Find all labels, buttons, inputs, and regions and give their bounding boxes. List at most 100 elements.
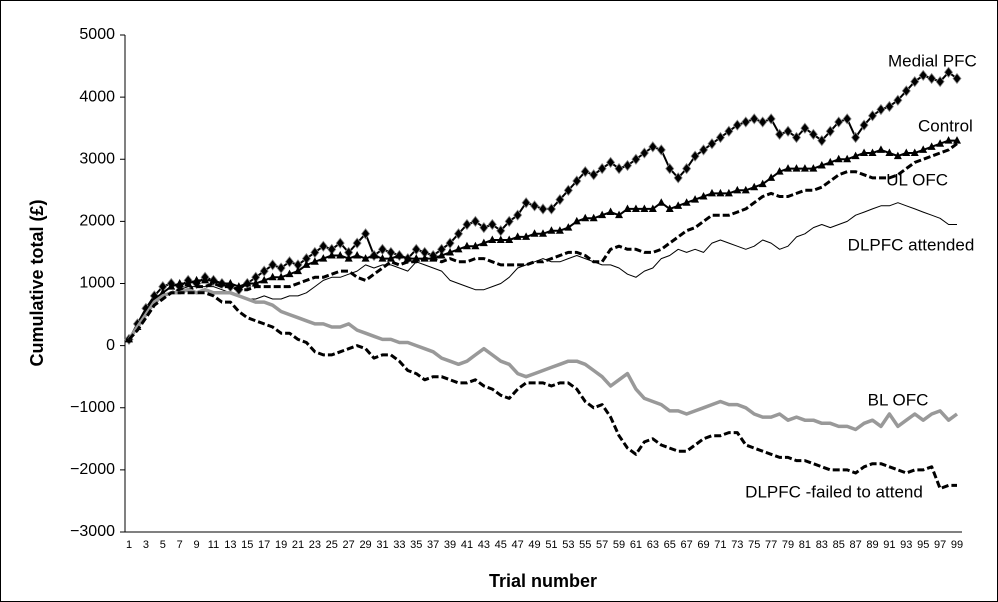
y-tick-label: −2000 [70, 461, 115, 478]
marker [792, 164, 801, 172]
marker [504, 215, 514, 228]
marker [690, 150, 700, 162]
marker [522, 232, 531, 240]
marker [716, 188, 725, 197]
marker [192, 275, 201, 284]
marker [834, 154, 843, 163]
x-tick-label: 91 [883, 539, 895, 551]
x-tick-label: 13 [224, 539, 236, 551]
marker [361, 254, 370, 262]
marker [546, 203, 556, 215]
x-tick-label: 15 [241, 539, 253, 551]
marker [927, 142, 936, 150]
marker [673, 172, 683, 184]
marker [936, 139, 945, 147]
marker [741, 185, 750, 194]
x-tick-label: 1 [126, 539, 132, 551]
marker [851, 151, 860, 160]
marker [572, 175, 582, 187]
marker [403, 254, 412, 262]
x-tick-label: 71 [714, 539, 726, 551]
marker [446, 247, 455, 256]
marker [310, 257, 319, 265]
marker [352, 237, 362, 249]
marker [724, 188, 733, 197]
x-tick-label: 93 [900, 539, 912, 551]
marker [623, 204, 632, 212]
marker [479, 221, 489, 234]
marker [707, 138, 717, 150]
marker [370, 251, 379, 259]
x-tick-label: 57 [596, 539, 608, 551]
x-axis-title: Trial number [489, 571, 597, 591]
x-tick-label: 95 [917, 539, 929, 551]
marker [851, 131, 861, 144]
marker [707, 188, 716, 197]
marker [893, 94, 903, 106]
series-line [127, 287, 959, 432]
marker [859, 119, 869, 131]
marker [581, 213, 590, 222]
marker [953, 136, 961, 144]
marker [563, 184, 573, 196]
marker [640, 204, 649, 212]
marker [277, 272, 286, 281]
marker [758, 179, 767, 188]
marker [589, 213, 598, 222]
marker [318, 240, 328, 252]
x-tick-label: 11 [208, 539, 219, 551]
marker [665, 204, 674, 212]
marker [479, 238, 488, 247]
marker [826, 157, 835, 166]
x-tick-label: 31 [376, 539, 388, 551]
x-tick-label: 37 [427, 539, 439, 551]
marker [454, 244, 463, 253]
x-tick-label: 21 [292, 539, 304, 551]
marker [944, 66, 954, 78]
x-tick-label: 87 [849, 539, 861, 551]
marker [682, 198, 691, 206]
marker [293, 266, 302, 275]
y-tick-label: 2000 [79, 213, 115, 230]
marker [657, 198, 666, 206]
marker [631, 153, 641, 165]
y-tick-label: 1000 [79, 275, 115, 292]
x-tick-label: 35 [410, 539, 422, 551]
x-tick-label: 7 [177, 539, 183, 551]
marker [547, 226, 556, 234]
marker [302, 260, 311, 268]
marker [648, 141, 658, 153]
marker [530, 200, 540, 212]
marker [521, 197, 531, 209]
series-line [128, 202, 957, 340]
marker [749, 113, 759, 125]
marker [513, 232, 522, 240]
marker [589, 169, 599, 181]
marker [817, 160, 826, 169]
x-tick-label: 79 [782, 539, 794, 551]
marker [538, 203, 548, 215]
marker [412, 254, 421, 262]
x-tick-label: 51 [545, 539, 557, 551]
marker [952, 72, 962, 85]
x-tick-label: 81 [799, 539, 811, 551]
series-label: DLPFC attended [848, 235, 975, 254]
x-tick-label: 99 [951, 539, 963, 551]
marker [732, 119, 742, 131]
marker [842, 113, 852, 125]
x-tick-label: 47 [512, 539, 524, 551]
marker [327, 251, 336, 259]
marker [530, 229, 539, 237]
marker [944, 136, 953, 144]
marker [470, 215, 480, 228]
marker [910, 75, 920, 88]
marker [555, 193, 565, 206]
marker [691, 195, 700, 203]
x-tick-label: 41 [461, 539, 473, 551]
marker [800, 164, 809, 172]
marker [791, 131, 801, 144]
marker [902, 148, 911, 157]
marker [285, 269, 294, 278]
marker [648, 204, 657, 212]
